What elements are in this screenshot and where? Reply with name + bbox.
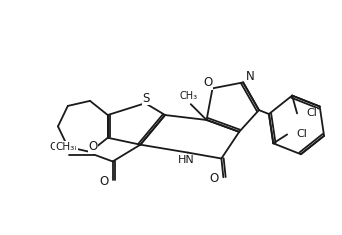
Text: O: O — [210, 172, 219, 185]
Text: N: N — [246, 70, 254, 83]
Text: S: S — [143, 92, 150, 105]
Text: O: O — [99, 175, 108, 188]
Text: CH₃: CH₃ — [180, 91, 198, 101]
Text: HN: HN — [177, 156, 194, 165]
Text: O: O — [88, 140, 97, 153]
Text: CH₃: CH₃ — [56, 142, 75, 152]
Text: Cl: Cl — [296, 129, 307, 139]
Text: OCH₃: OCH₃ — [50, 142, 77, 152]
Text: O: O — [203, 76, 212, 89]
Text: Cl: Cl — [306, 108, 317, 118]
